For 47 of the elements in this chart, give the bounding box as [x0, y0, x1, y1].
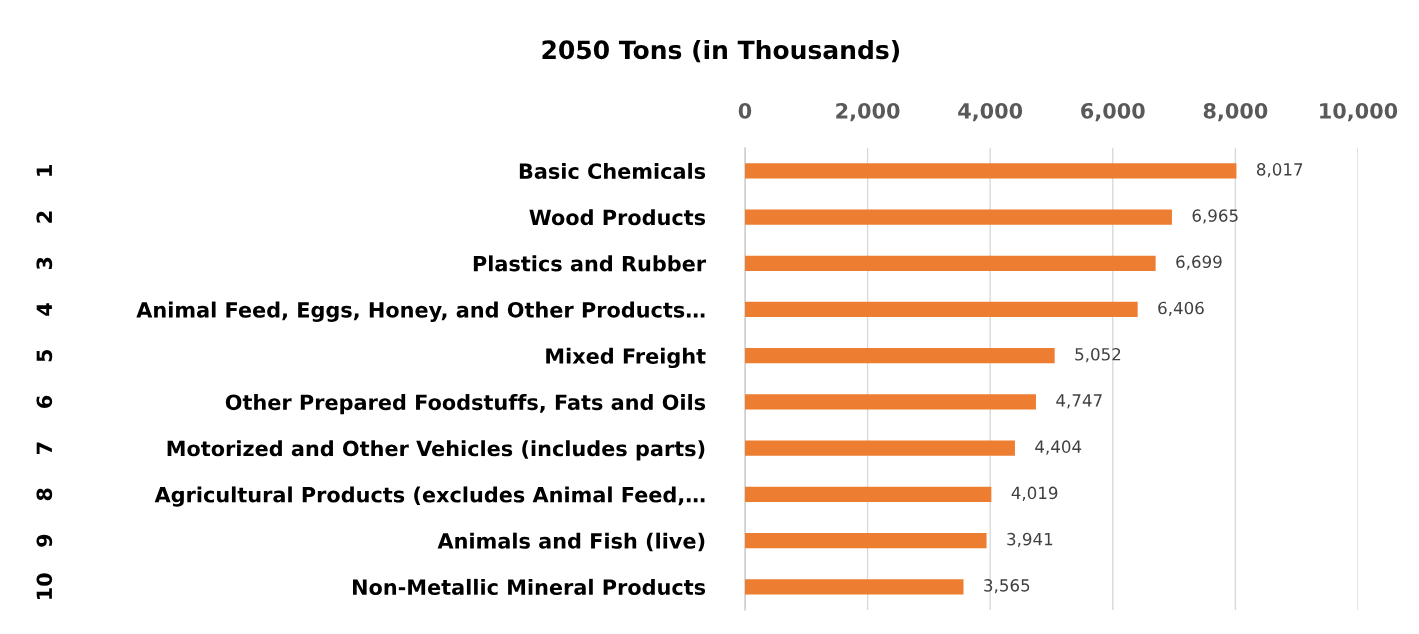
text: 10	[36, 573, 53, 599]
bar	[744, 209, 1172, 225]
bar	[744, 532, 987, 549]
data-label: 6,699	[1176, 255, 1222, 270]
data-label: 6,965	[1192, 209, 1238, 224]
y-tick-label: Animal Feed, Eggs, Honey, and Other Products…	[136, 301, 705, 322]
y-tick-label: Basic Chemicals	[519, 162, 706, 180]
y-tick-label: Other Prepared Foodstuffs, Fats and Oils	[225, 394, 706, 415]
y-tick-label: Animals and Fish (live)	[437, 532, 705, 552]
text: 9	[36, 534, 53, 547]
bar	[744, 163, 1237, 179]
text: 6	[36, 395, 53, 408]
data-label: 8,017	[1257, 163, 1303, 178]
x-tick-label: 4,000	[958, 102, 1023, 122]
data-label: 5,052	[1075, 347, 1121, 363]
bar	[744, 579, 964, 595]
text: 2	[36, 211, 52, 223]
bar	[744, 486, 992, 502]
y-tick-label: Wood Products	[529, 209, 706, 226]
bar	[744, 348, 1055, 364]
y-tick-label: Plastics and Rubber	[473, 255, 707, 272]
x-tick-label: 6,000	[1081, 102, 1145, 122]
text: 7	[36, 442, 52, 454]
data-label: 4,747	[1056, 394, 1102, 409]
data-label: 3,565	[984, 579, 1030, 594]
text: 5	[36, 349, 53, 362]
data-label: 4,019	[1011, 486, 1058, 501]
text: 4	[36, 303, 52, 316]
bar	[744, 301, 1138, 318]
bar	[744, 255, 1156, 271]
y-tick-label: Mixed Freight	[546, 347, 706, 369]
x-tick-label: 2,000	[836, 102, 900, 122]
text: 8	[36, 488, 53, 501]
x-tick-label: 8,000	[1203, 102, 1268, 122]
text: 3	[36, 257, 53, 270]
data-label: 4,404	[1035, 440, 1082, 455]
data-label: 3,941	[1007, 532, 1053, 548]
y-tick-label: Motorized and Other Vehicles (includes parts)	[167, 440, 705, 461]
x-tick-label: 0	[738, 102, 752, 119]
text: 1	[36, 165, 52, 176]
x-tick-label: 10,000	[1320, 102, 1398, 122]
data-label: 6,406	[1158, 301, 1204, 317]
chart-title: 2050 Tons (in Thousands)	[542, 39, 900, 63]
y-tick-label: Non-Metallic Mineral Products	[353, 578, 706, 596]
y-tick-label: Agricultural Products (excludes Animal Feed,…	[154, 486, 705, 507]
bar	[744, 394, 1036, 410]
bar	[744, 440, 1015, 456]
